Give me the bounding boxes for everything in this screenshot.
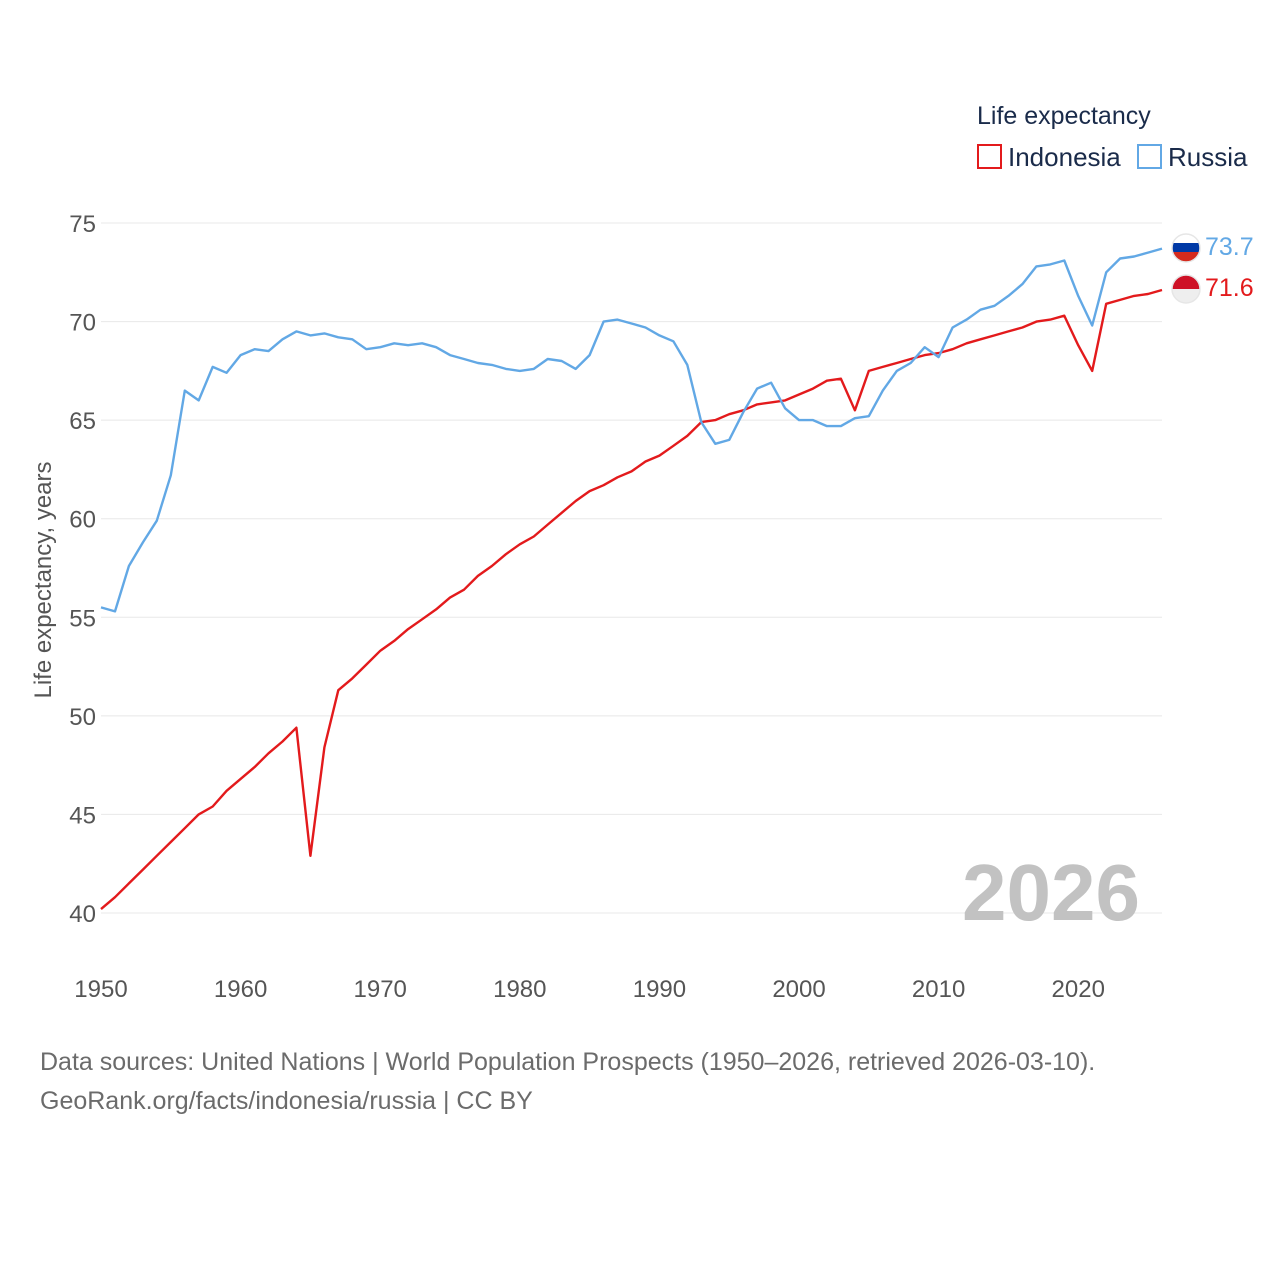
x-tick-label: 1960 bbox=[214, 976, 267, 1003]
y-tick-label: 75 bbox=[69, 211, 96, 238]
x-tick-label: 1970 bbox=[354, 976, 407, 1003]
year-watermark: 2026 bbox=[962, 848, 1140, 937]
legend-label-russia[interactable]: Russia bbox=[1168, 142, 1248, 172]
y-tick-label: 55 bbox=[69, 605, 96, 632]
series-line-indonesia[interactable] bbox=[100, 288, 1163, 911]
x-tick-label: 1950 bbox=[74, 976, 127, 1003]
x-tick-label: 2000 bbox=[772, 976, 825, 1003]
y-axis-title: Life expectancy, years bbox=[30, 461, 57, 698]
indonesia-end-marker: 71.6 bbox=[1171, 274, 1254, 304]
y-tick-label: 40 bbox=[69, 901, 96, 928]
series-lines bbox=[100, 247, 1163, 911]
life-expectancy-chart: 40 45 50 55 60 65 70 75 1950 1960 1970 1980 1990 200… bbox=[30, 102, 1254, 1003]
y-tick-label: 50 bbox=[69, 704, 96, 731]
attribution-link[interactable]: GeoRank.org/facts/indonesia/russia | CC … bbox=[40, 1087, 533, 1115]
y-tick-label: 45 bbox=[69, 802, 96, 829]
legend-swatch-indonesia[interactable] bbox=[977, 144, 1002, 169]
x-tick-label: 1990 bbox=[633, 976, 686, 1003]
y-tick-label: 65 bbox=[69, 408, 96, 435]
x-tick-label: 2010 bbox=[912, 976, 965, 1003]
y-axis-ticks: 40 45 50 55 60 65 70 75 bbox=[69, 211, 96, 928]
y-tick-label: 70 bbox=[69, 310, 96, 337]
y-tick-label: 60 bbox=[69, 507, 96, 534]
russia-end-marker: 73.7 bbox=[1171, 233, 1254, 263]
legend-title: Life expectancy bbox=[977, 102, 1151, 130]
x-tick-label: 1980 bbox=[493, 976, 546, 1003]
x-axis-ticks: 1950 1960 1970 1980 1990 2000 2010 2020 bbox=[74, 976, 1105, 1003]
russia-flag-icon bbox=[1172, 234, 1200, 262]
russia-end-value: 73.7 bbox=[1205, 233, 1254, 261]
legend-swatch-russia[interactable] bbox=[1137, 144, 1162, 169]
series-line-russia[interactable] bbox=[100, 247, 1163, 613]
indonesia-flag-icon bbox=[1172, 275, 1200, 303]
footer: Data sources: United Nations | World Pop… bbox=[40, 1043, 1095, 1121]
indonesia-end-value: 71.6 bbox=[1205, 274, 1254, 302]
legend-label-indonesia[interactable]: Indonesia bbox=[1008, 142, 1121, 172]
data-source-text: Data sources: United Nations | World Pop… bbox=[40, 1048, 1096, 1076]
gridlines bbox=[101, 222, 1162, 914]
legend: Life expectancy Indonesia Russia bbox=[977, 102, 1248, 172]
x-tick-label: 2020 bbox=[1052, 976, 1105, 1003]
